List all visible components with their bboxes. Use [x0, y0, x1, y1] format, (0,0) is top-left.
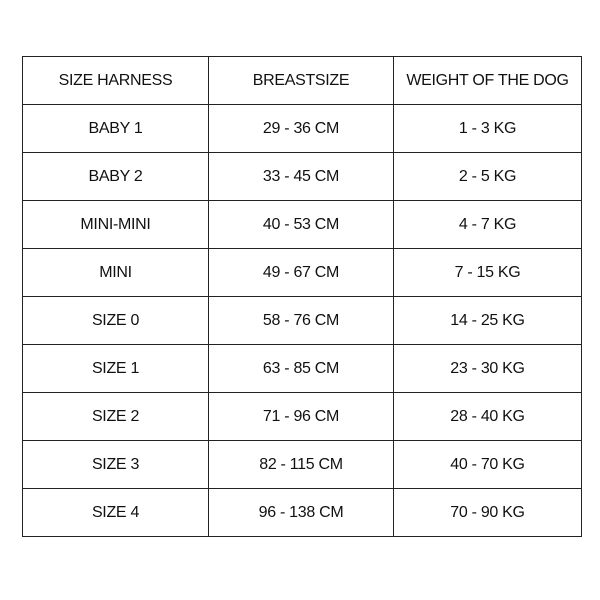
size-cell: MINI [22, 248, 209, 297]
weight-cell: 7 - 15 KG [393, 248, 582, 297]
breastsize-cell: 49 - 67 CM [208, 248, 394, 297]
table-row: SIZE 4 96 - 138 CM 70 - 90 KG [22, 488, 582, 537]
size-cell: BABY 1 [22, 104, 209, 153]
table-row: SIZE 3 82 - 115 CM 40 - 70 KG [22, 440, 582, 489]
header-weight: WEIGHT OF THE DOG [393, 56, 582, 105]
table-row: BABY 1 29 - 36 CM 1 - 3 KG [22, 104, 582, 153]
table-row: BABY 2 33 - 45 CM 2 - 5 KG [22, 152, 582, 201]
table-row: MINI 49 - 67 CM 7 - 15 KG [22, 248, 582, 297]
header-size-harness: SIZE HARNESS [22, 56, 209, 105]
size-cell: SIZE 2 [22, 392, 209, 441]
size-cell: SIZE 1 [22, 344, 209, 393]
size-cell: SIZE 3 [22, 440, 209, 489]
breastsize-cell: 71 - 96 CM [208, 392, 394, 441]
size-cell: SIZE 0 [22, 296, 209, 345]
table-row: SIZE 2 71 - 96 CM 28 - 40 KG [22, 392, 582, 441]
header-breastsize: BREASTSIZE [208, 56, 394, 105]
table-row: SIZE 0 58 - 76 CM 14 - 25 KG [22, 296, 582, 345]
weight-cell: 40 - 70 KG [393, 440, 582, 489]
weight-cell: 23 - 30 KG [393, 344, 582, 393]
size-chart-table: SIZE HARNESS BREASTSIZE WEIGHT OF THE DO… [22, 56, 582, 537]
size-cell: SIZE 4 [22, 488, 209, 537]
size-cell: MINI-MINI [22, 200, 209, 249]
breastsize-cell: 29 - 36 CM [208, 104, 394, 153]
breastsize-cell: 58 - 76 CM [208, 296, 394, 345]
breastsize-cell: 63 - 85 CM [208, 344, 394, 393]
table-row: SIZE 1 63 - 85 CM 23 - 30 KG [22, 344, 582, 393]
weight-cell: 4 - 7 KG [393, 200, 582, 249]
table-row: MINI-MINI 40 - 53 CM 4 - 7 KG [22, 200, 582, 249]
header-row: SIZE HARNESS BREASTSIZE WEIGHT OF THE DO… [22, 56, 582, 105]
breastsize-cell: 96 - 138 CM [208, 488, 394, 537]
breastsize-cell: 40 - 53 CM [208, 200, 394, 249]
weight-cell: 1 - 3 KG [393, 104, 582, 153]
weight-cell: 28 - 40 KG [393, 392, 582, 441]
weight-cell: 2 - 5 KG [393, 152, 582, 201]
weight-cell: 14 - 25 KG [393, 296, 582, 345]
weight-cell: 70 - 90 KG [393, 488, 582, 537]
breastsize-cell: 82 - 115 CM [208, 440, 394, 489]
breastsize-cell: 33 - 45 CM [208, 152, 394, 201]
size-cell: BABY 2 [22, 152, 209, 201]
